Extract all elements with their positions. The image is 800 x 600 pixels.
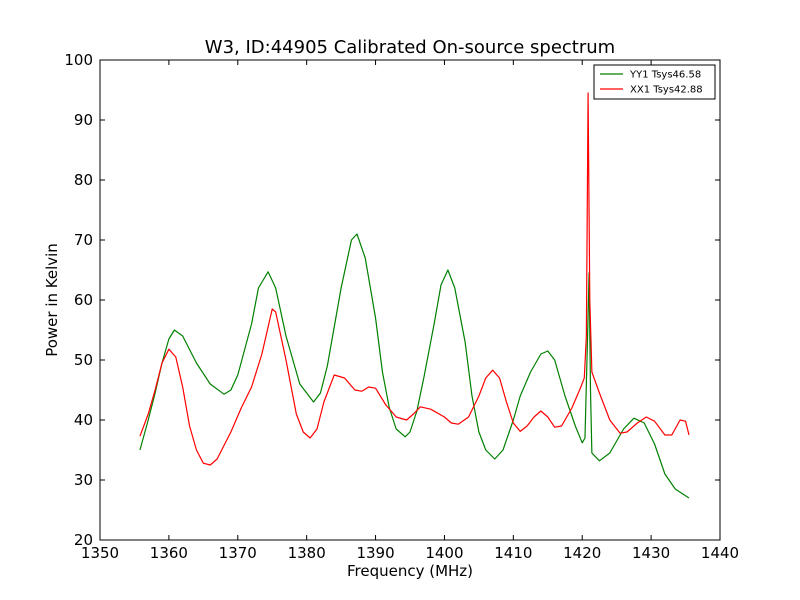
y-tick-label: 100 [64,51,93,69]
x-tick-label: 1360 [150,544,188,562]
x-tick-label: 1380 [288,544,326,562]
x-tick-label: 1420 [563,544,601,562]
legend-label-yy1: YY1 Tsys46.58 [629,70,701,81]
x-tick-label: 1350 [81,544,119,562]
y-axis-title: Power in Kelvin [43,243,61,357]
y-tick-label: 90 [74,111,93,129]
y-tick-label: 50 [74,351,93,369]
legend-label-xx1: XX1 Tsys42.88 [630,85,703,96]
plot-frame [99,59,721,541]
x-tick-label: 1400 [425,544,463,562]
x-tick-label: 1440 [701,544,739,562]
x-tick-label: 1390 [356,544,394,562]
series-line-xx1 [139,92,690,466]
x-tick-label: 1410 [494,544,532,562]
y-tick-label: 60 [74,291,93,309]
y-tick-label: 70 [74,231,93,249]
plot-area: 1350 1360 1370 1380 1390 1400 1410 1420 1430 1440… [64,51,739,562]
x-axis-title: Frequency (MHz) [347,562,473,580]
y-tick-label: 30 [74,471,93,489]
x-tick-label: 1370 [219,544,257,562]
y-tick-label: 80 [74,171,93,189]
legend: YY1 Tsys46.58 XX1 Tsys42.88 [593,64,716,100]
chart-title: W3, ID:44905 Calibrated On-source spectr… [205,37,615,58]
legend-box [593,64,716,100]
x-tick-label: 1430 [632,544,670,562]
y-tick-label: 40 [74,411,93,429]
y-tick-label: 20 [74,531,93,549]
